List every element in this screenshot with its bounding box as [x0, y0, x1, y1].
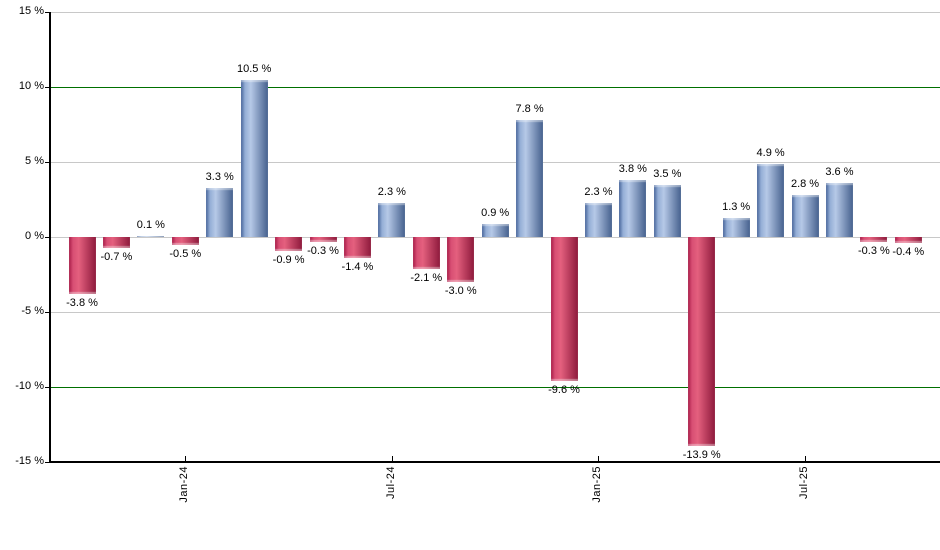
bar-value-label: 2.3 %: [584, 185, 613, 198]
x-axis-tick: [805, 456, 807, 462]
bar-value-label: 10.5 %: [237, 62, 272, 75]
x-axis-tick: [391, 456, 393, 462]
positive-return-bar: [584, 202, 612, 237]
negative-return-bar: [68, 237, 96, 294]
negative-return-bar: [894, 237, 922, 243]
bar-value-label: -3.8 %: [66, 297, 98, 309]
x-axis-tick: [185, 456, 187, 462]
y-axis-tick: [45, 387, 49, 388]
y-axis-tick-label: -15 %: [15, 455, 44, 467]
y-axis-tick: [45, 162, 49, 163]
negative-return-bar: [171, 237, 199, 245]
x-axis-line: [49, 461, 940, 463]
positive-return-bar: [757, 163, 785, 237]
negative-return-bar: [412, 237, 440, 269]
y-axis-tick: [45, 462, 49, 463]
bar-value-label: -9.6 %: [548, 384, 580, 396]
positive-return-bar: [791, 195, 819, 237]
y-axis-tick-label: 0 %: [25, 230, 44, 242]
positive-return-bar: [481, 223, 509, 237]
positive-return-bar: [378, 202, 406, 237]
bar-value-label: -0.3 %: [307, 244, 339, 257]
positive-return-bar: [240, 79, 268, 237]
x-axis-tick-label: Jul-24: [384, 466, 397, 499]
negative-return-bar: [447, 237, 475, 282]
gridline: [51, 162, 940, 163]
positive-return-bar: [653, 184, 681, 237]
y-axis-tick-label: -10 %: [15, 380, 44, 392]
bar-value-label: -0.3 %: [857, 244, 890, 257]
y-axis-tick-label: 10 %: [18, 80, 44, 92]
bar-value-label: -1.4 %: [341, 261, 374, 273]
bar-value-label: 3.5 %: [653, 167, 682, 180]
negative-return-bar: [343, 237, 371, 258]
threshold-line: [51, 87, 940, 88]
bar-value-label: -0.5 %: [169, 247, 202, 260]
y-axis-line: [49, 12, 51, 463]
bar-value-label: 2.8 %: [790, 178, 820, 190]
bar-value-label: 3.6 %: [825, 166, 854, 178]
negative-return-bar: [688, 237, 716, 446]
negative-return-bar: [102, 237, 130, 248]
y-axis-tick: [45, 87, 49, 88]
y-axis-tick: [45, 312, 49, 313]
gridline: [51, 237, 940, 238]
y-axis-tick: [45, 237, 49, 238]
bar-value-label: 2.3 %: [377, 185, 406, 198]
x-axis-tick-label: Jan-25: [591, 466, 604, 503]
positive-return-bar: [137, 235, 165, 237]
bar-value-label: 3.3 %: [205, 170, 234, 183]
negative-return-bar: [550, 237, 578, 381]
bar-value-label: -2.1 %: [410, 271, 443, 284]
x-axis-tick-label: Jul-25: [798, 466, 811, 499]
negative-return-bar: [860, 237, 888, 242]
gridline: [51, 312, 940, 313]
bar-value-label: -13.9 %: [682, 448, 721, 461]
positive-return-bar: [206, 187, 234, 237]
x-axis-tick-label: Jan-24: [178, 466, 191, 503]
bar-value-label: -3.0 %: [444, 285, 477, 297]
bar-value-label: 0.1 %: [136, 218, 165, 231]
y-axis-tick-label: 15 %: [18, 5, 44, 17]
positive-return-bar: [619, 180, 647, 237]
bar-value-label: -0.7 %: [100, 250, 133, 263]
bar-value-label: -0.9 %: [272, 253, 305, 266]
x-axis-tick: [598, 456, 600, 462]
positive-return-bar: [516, 120, 544, 237]
gridline: [51, 12, 940, 13]
positive-return-bar: [825, 183, 853, 237]
y-axis-tick-label: -5 %: [21, 305, 44, 317]
bar-value-label: 4.9 %: [756, 146, 785, 159]
bar-value-label: 0.9 %: [481, 206, 510, 219]
negative-return-bar: [309, 237, 337, 242]
positive-return-bar: [722, 217, 750, 237]
bar-value-label: 7.8 %: [515, 103, 544, 115]
y-axis-tick: [45, 12, 49, 13]
threshold-line: [51, 387, 940, 388]
bar-value-label: -0.4 %: [892, 246, 925, 258]
bar-value-label: 3.8 %: [618, 163, 647, 175]
bar-value-label: 1.3 %: [722, 200, 751, 213]
y-axis-tick-label: 5 %: [25, 155, 44, 167]
negative-return-bar: [275, 237, 303, 251]
